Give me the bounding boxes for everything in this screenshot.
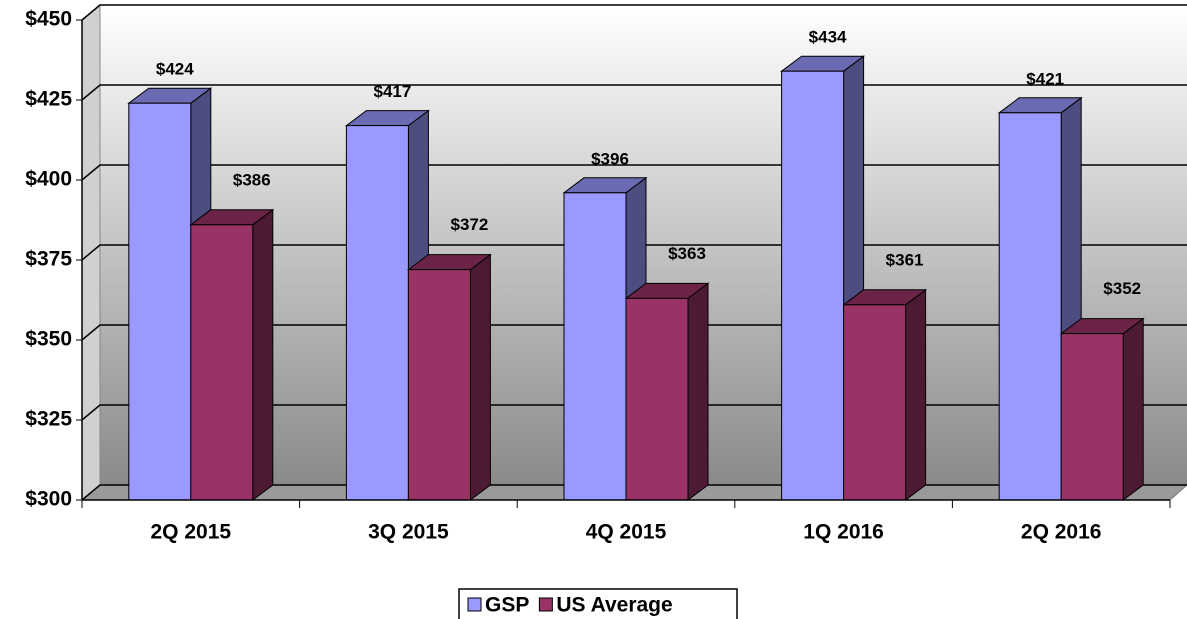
x-tick-label: 3Q 2015	[368, 521, 449, 544]
value-label: $434	[809, 28, 847, 47]
x-tick-label: 1Q 2016	[803, 521, 884, 544]
bar	[781, 70, 845, 501]
value-label: $352	[1103, 279, 1141, 298]
y-tick-label: $325	[25, 408, 72, 431]
bar	[998, 112, 1062, 501]
axes: $300 $325 $350 $375 $400 $425 $450 2Q 2015 3Q 20…	[25, 8, 1171, 544]
y-tick-label: $450	[25, 8, 72, 31]
bars: $424 $386 $417 $372 $396 $363 $434 $361 $421 $352	[127, 28, 1145, 502]
bar-side	[469, 253, 491, 501]
legend-swatch	[538, 597, 553, 612]
bar	[843, 304, 907, 501]
bar-side	[252, 208, 274, 502]
value-label: $417	[373, 82, 411, 101]
value-label: $421	[1026, 69, 1064, 88]
bar	[345, 125, 409, 501]
value-label: $363	[668, 244, 706, 263]
bar	[407, 269, 471, 501]
legend-swatch	[467, 597, 482, 612]
y-tick-label: $350	[25, 328, 72, 351]
bar-side	[687, 282, 709, 501]
value-label: $386	[233, 170, 271, 189]
bar	[1060, 333, 1124, 501]
value-label: $372	[450, 215, 488, 234]
y-tick-label: $375	[25, 248, 72, 271]
y-tick-label: $300	[25, 488, 72, 511]
value-label: $424	[156, 60, 194, 79]
legend-box	[458, 588, 738, 619]
bar	[128, 102, 192, 501]
y-tick-label: $425	[25, 88, 72, 111]
bar	[190, 224, 254, 501]
bar-side	[1122, 317, 1144, 501]
y-tick-label: $400	[25, 168, 72, 191]
x-tick-label: 2Q 2015	[151, 521, 232, 544]
x-tick-label: 4Q 2015	[586, 521, 667, 544]
bar-side	[905, 288, 927, 501]
legend-label: GSP	[485, 594, 529, 617]
legend: GSP US Average	[458, 588, 738, 619]
value-label: $361	[886, 250, 924, 269]
bar	[563, 192, 627, 501]
grid-line	[81, 4, 1187, 21]
x-tick-label: 2Q 2016	[1021, 521, 1102, 544]
value-label: $396	[591, 149, 629, 168]
legend-label: US Average	[556, 594, 672, 617]
bar	[625, 297, 689, 501]
